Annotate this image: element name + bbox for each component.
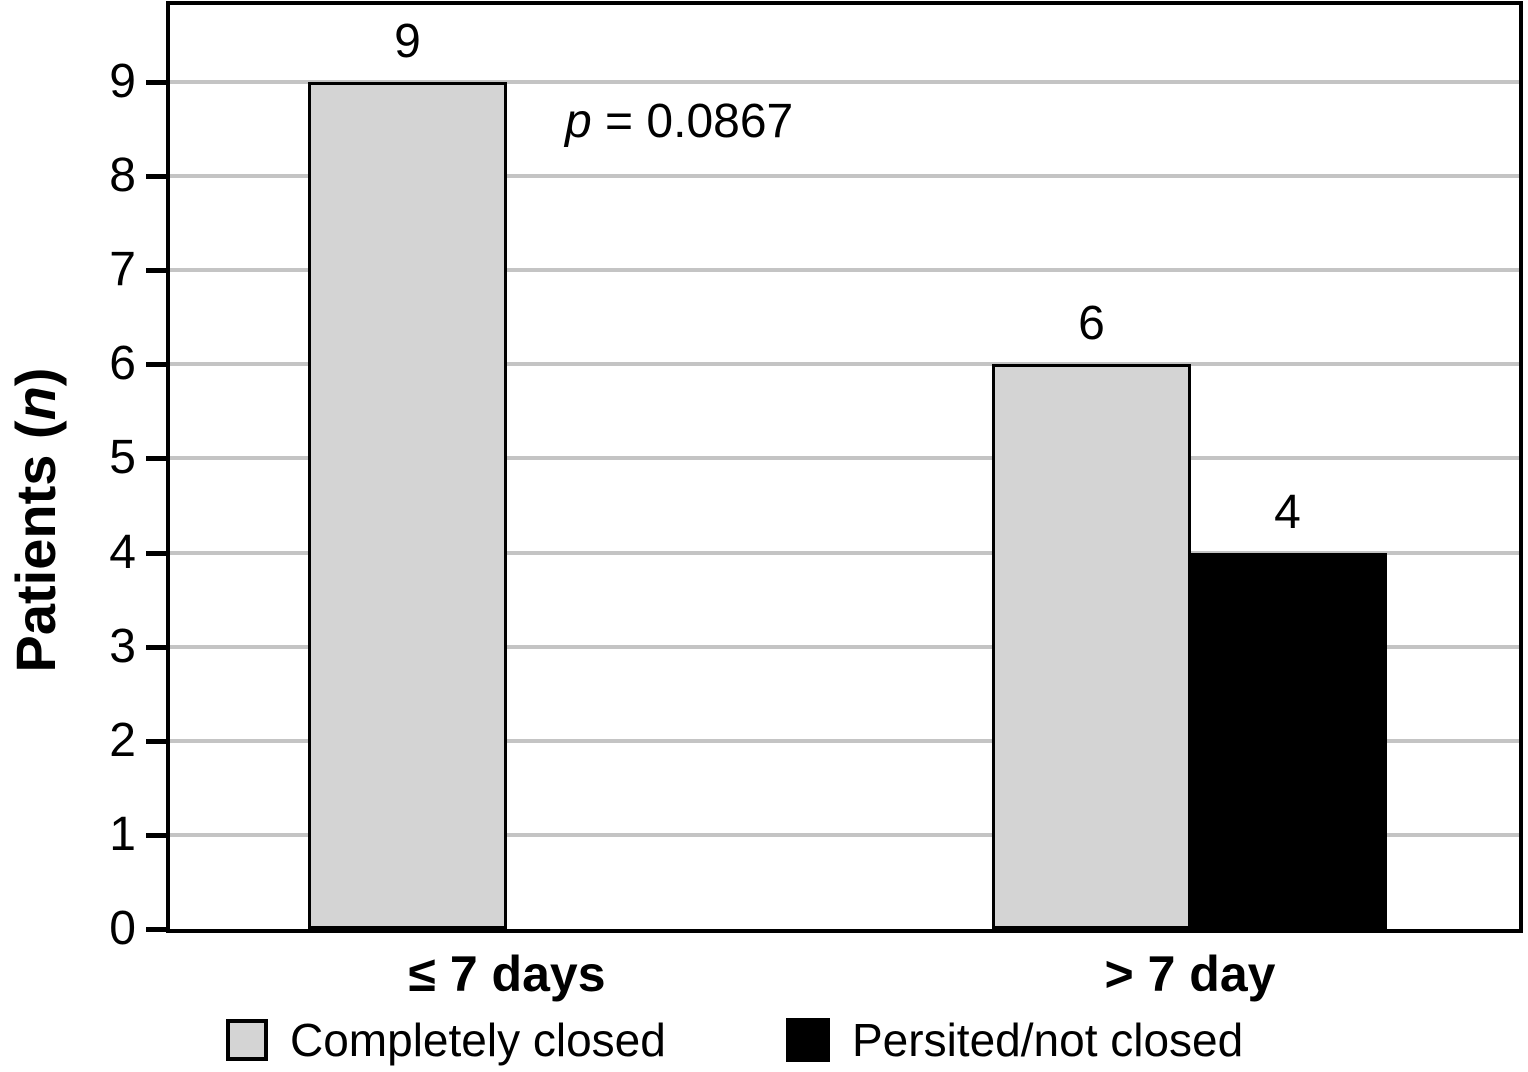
- bar-value-label-9: 9: [394, 15, 421, 68]
- y-axis-tick-label-3: 3: [109, 619, 136, 673]
- gridline-y-4: [170, 550, 1519, 555]
- x-axis-label-gt-7-day: > 7 day: [1104, 946, 1276, 1002]
- gridline-y-7: [170, 268, 1519, 273]
- y-axis-tick-label-9: 9: [109, 55, 136, 108]
- y-axis-tick-9: [146, 80, 170, 85]
- p-value-text: = 0.0867: [591, 95, 794, 148]
- gridline-y-9: [170, 80, 1519, 84]
- bar-gray-cat0: [308, 82, 507, 929]
- y-axis-tick-label-1: 1: [109, 807, 136, 861]
- p-symbol: p: [565, 95, 592, 148]
- bar-black-cat1: [1188, 552, 1387, 929]
- gridline-y-8: [170, 174, 1519, 179]
- x-axis-label-le-7-days: ≤ 7 days: [408, 946, 606, 1002]
- legend-item-completely-closed: Completely closed: [226, 1012, 666, 1068]
- y-axis-tick-label-2: 2: [109, 713, 136, 767]
- y-axis-tick-label-8: 8: [109, 149, 136, 203]
- y-axis-tick-0: [146, 927, 170, 932]
- y-axis-tick-label-7: 7: [109, 243, 136, 297]
- y-axis-tick-label-6: 6: [109, 337, 136, 391]
- legend-item-persited-not-closed: Persited/not closed: [786, 1012, 1243, 1068]
- bar-value-label-6: 6: [1078, 297, 1105, 351]
- y-axis-tick-2: [146, 738, 170, 744]
- y-axis-tick-6: [146, 362, 170, 368]
- gridline-y-1: [170, 832, 1519, 837]
- gridline-y-2: [170, 738, 1519, 743]
- y-axis-tick-7: [146, 268, 170, 274]
- bar-gray-cat1: [992, 364, 1191, 929]
- y-axis-tick-label-4: 4: [109, 525, 136, 579]
- gridline-y-6: [170, 362, 1519, 367]
- y-axis-tick-label-0: 0: [109, 902, 136, 955]
- legend-label-completely-closed: Completely closed: [290, 1014, 666, 1066]
- y-axis-tick-3: [146, 644, 170, 650]
- gridline-y-3: [170, 644, 1519, 649]
- y-axis-tick-5: [146, 456, 170, 462]
- bar-value-label-4: 4: [1274, 485, 1301, 539]
- y-axis-tick-1: [146, 832, 170, 838]
- y-axis-tick-8: [146, 174, 170, 180]
- y-axis-tick-4: [146, 550, 170, 556]
- p-value-annotation: p = 0.0867: [565, 92, 793, 152]
- legend-swatch-gray: [226, 1019, 268, 1061]
- gridline-y-5: [170, 456, 1519, 461]
- legend-swatch-black: [786, 1018, 830, 1062]
- y-axis-tick-label-5: 5: [109, 431, 136, 485]
- legend-label-persited-not-closed: Persited/not closed: [852, 1014, 1244, 1066]
